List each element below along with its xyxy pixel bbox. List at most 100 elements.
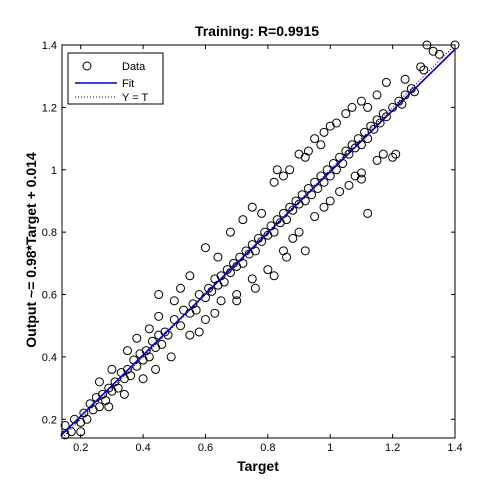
data-point: [250, 246, 260, 256]
data-point: [176, 283, 186, 293]
data-point: [356, 96, 366, 106]
plot-area: 0.2 0.4 0.6 0.8 1 1.2 1.4 0.2 0.4 0.6 0.8 1 1.2 1.4: [42, 40, 463, 454]
data-point: [194, 327, 204, 337]
data-point: [341, 146, 351, 156]
data-point: [278, 171, 288, 181]
data-point: [132, 333, 142, 343]
data-point: [216, 296, 226, 306]
data-point: [269, 271, 279, 281]
data-point: [123, 346, 132, 356]
data-point: [378, 149, 388, 159]
data-point: [310, 212, 320, 222]
data-point: [185, 271, 195, 281]
y-tick-label: 0.8: [42, 227, 57, 239]
y-axis-label: Output ~= 0.98*Target + 0.014: [23, 152, 39, 348]
data-point: [200, 314, 210, 324]
data-point: [176, 321, 186, 331]
data-point: [369, 124, 379, 134]
data-point: [66, 427, 76, 437]
data-point: [238, 258, 248, 268]
data-point: [247, 202, 257, 212]
data-point: [356, 174, 366, 184]
data-point: [225, 227, 235, 237]
y-tick-label: 1: [51, 165, 57, 177]
y-tick-label: 0.4: [42, 352, 57, 364]
data-point: [76, 427, 86, 437]
data-point: [372, 90, 382, 100]
data-point: [356, 168, 366, 178]
data-point: [232, 290, 242, 300]
data-point: [219, 277, 229, 287]
data-point: [157, 339, 167, 349]
data-point: [166, 352, 176, 362]
data-point: [310, 134, 320, 144]
data-point: [94, 402, 104, 412]
legend-fit-label: Fit: [122, 78, 134, 90]
data-point: [60, 421, 70, 431]
data-point: [126, 371, 136, 381]
data-point: [344, 180, 354, 190]
data-point: [434, 49, 444, 59]
chart-title: Training: R=0.9915: [195, 23, 319, 39]
data-point: [347, 140, 357, 150]
x-tick-label: 0.4: [135, 442, 150, 454]
data-point: [257, 237, 267, 246]
data-point: [285, 165, 295, 175]
data-point: [375, 118, 385, 128]
data-point: [94, 377, 104, 387]
data-point: [416, 62, 426, 72]
data-point: [200, 243, 210, 253]
data-point: [363, 208, 373, 218]
data-point: [303, 146, 313, 156]
data-point: [107, 364, 117, 374]
x-axis-ticks: 0.2 0.4 0.6 0.8 1 1.2 1.4: [73, 45, 463, 454]
data-point: [144, 352, 154, 362]
data-point: [300, 246, 310, 256]
x-axis-label: Target: [237, 458, 279, 474]
data-point: [450, 40, 460, 50]
data-point: [154, 311, 164, 321]
data-point: [319, 202, 329, 212]
data-point: [250, 283, 260, 293]
data-point: [391, 149, 401, 159]
data-point: [325, 196, 335, 206]
data-point: [169, 296, 179, 306]
data-point: [138, 374, 148, 384]
x-tick-label: 1.4: [447, 442, 462, 454]
data-point: [272, 165, 282, 175]
data-point: [191, 305, 201, 315]
x-tick-label: 1: [327, 442, 333, 454]
data-point: [104, 383, 114, 393]
data-point: [263, 265, 273, 275]
data-point: [119, 389, 129, 399]
data-point: [82, 414, 92, 424]
data-point: [232, 296, 242, 306]
y-axis-ticks: 0.2 0.4 0.6 0.8 1 1.2 1.4: [42, 40, 455, 426]
x-tick-label: 0.6: [198, 442, 213, 454]
data-point: [409, 87, 419, 97]
data-point: [388, 152, 398, 162]
data-point: [113, 383, 123, 393]
data-point: [347, 102, 357, 112]
data-point: [331, 118, 341, 128]
legend: Data Fit Y = T: [67, 52, 164, 105]
data-point: [247, 274, 257, 284]
y-tick-label: 0.6: [42, 290, 57, 302]
data-point: [269, 227, 279, 237]
data-point: [204, 283, 214, 293]
data-point: [316, 140, 326, 150]
data-point: [372, 115, 382, 125]
legend-box: [67, 52, 164, 105]
data-point: [294, 227, 304, 237]
data-point: [210, 308, 220, 318]
data-point: [288, 205, 298, 215]
data-point: [363, 102, 373, 112]
data-point: [419, 65, 429, 75]
data-point: [400, 74, 410, 84]
x-tick-label: 0.2: [73, 442, 88, 454]
legend-data-label: Data: [122, 61, 146, 73]
data-point: [104, 402, 114, 412]
data-point: [381, 112, 391, 122]
legend-data-marker-icon: [82, 61, 92, 71]
